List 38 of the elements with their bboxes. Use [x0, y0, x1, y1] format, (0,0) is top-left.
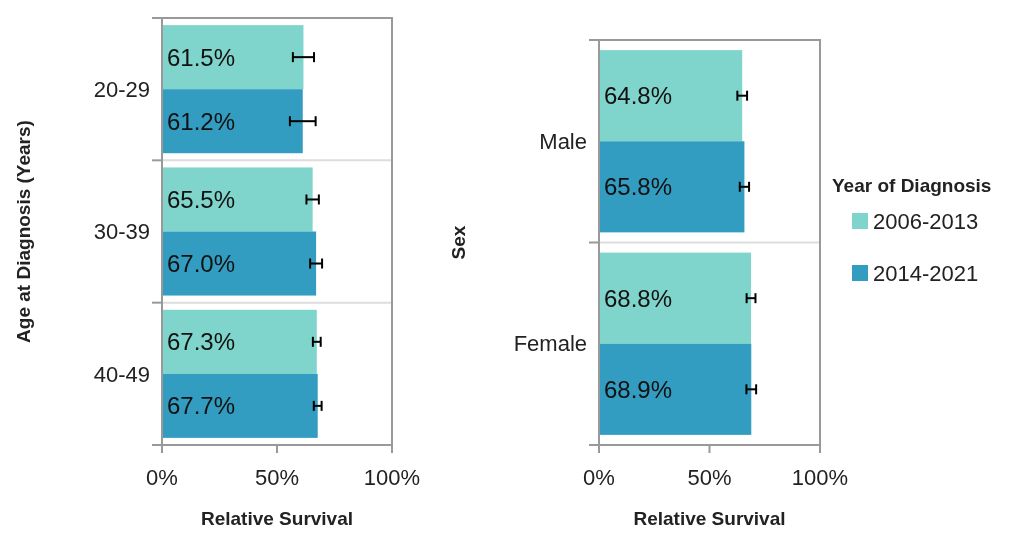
x-tick-label: 0%: [146, 465, 178, 490]
x-axis-title: Relative Survival: [633, 508, 786, 529]
bar: [162, 373, 318, 438]
data-label: 67.7%: [167, 392, 236, 420]
data-label: 67.0%: [167, 249, 236, 277]
data-label: 68.8%: [604, 284, 673, 312]
y-tick-label: 30-39: [93, 219, 150, 245]
bar: [162, 309, 317, 374]
x-tick-label: 50%: [254, 465, 300, 490]
legend-label: 2006-2013: [873, 208, 979, 234]
x-tick-label: 100%: [363, 465, 421, 490]
y-tick-label: Female: [513, 331, 587, 357]
y-tick-label: 40-49: [93, 361, 150, 387]
y-tick-label: Male: [539, 128, 587, 154]
x-tick-label: 100%: [791, 465, 849, 490]
data-label: 68.9%: [604, 375, 673, 403]
y-axis-title: Age at Diagnosis (Years): [13, 120, 34, 343]
x-tick-label: 0%: [583, 465, 615, 490]
y-tick-label: 20-29: [93, 76, 150, 102]
bar: [162, 167, 313, 232]
data-label: 65.8%: [604, 173, 673, 201]
bar: [162, 25, 304, 90]
legend-title: Year of Diagnosis: [832, 175, 992, 196]
bar: [599, 141, 745, 233]
data-label: 64.8%: [604, 82, 673, 110]
data-label: 65.5%: [167, 185, 236, 213]
x-axis-title: Relative Survival: [200, 508, 354, 529]
bar: [599, 343, 752, 435]
data-label: 61.5%: [167, 43, 236, 71]
y-axis-title: Sex: [448, 225, 469, 260]
data-label: 61.2%: [167, 107, 236, 135]
bar: [599, 50, 743, 142]
data-label: 67.3%: [167, 328, 236, 356]
bar: [162, 89, 303, 154]
legend-label: 2014-2021: [873, 260, 979, 286]
bar: [162, 231, 317, 296]
bar: [599, 252, 752, 344]
x-tick-label: 50%: [687, 465, 732, 490]
